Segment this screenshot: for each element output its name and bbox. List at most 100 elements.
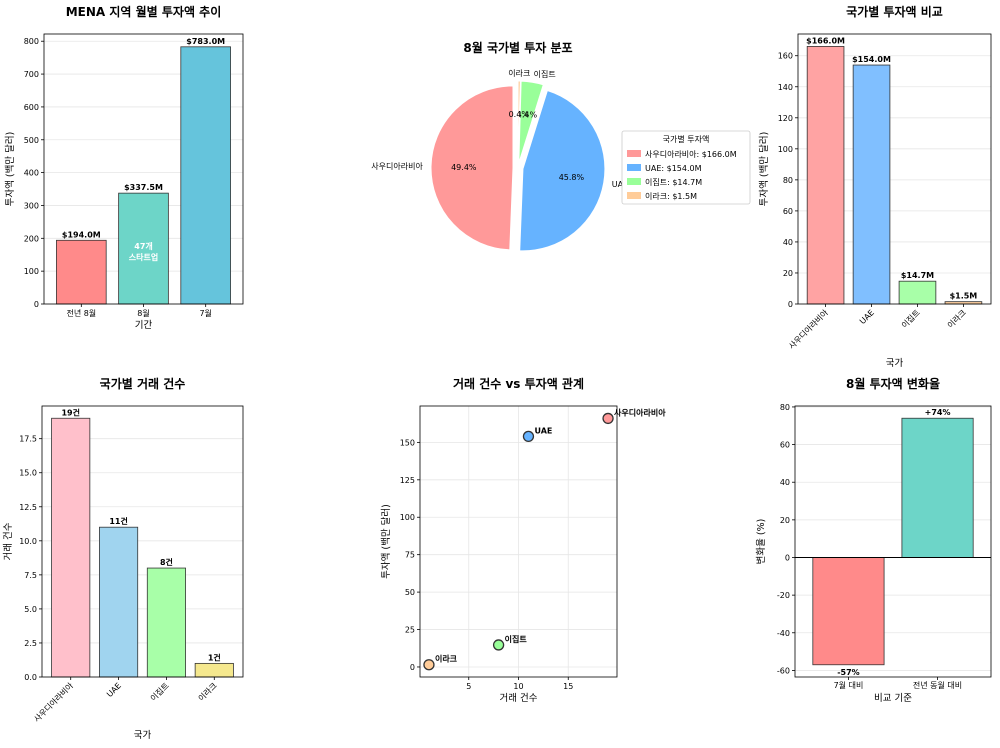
c6-ytick-label: -60 [777, 666, 790, 675]
c6-ytick-label: 0 [785, 553, 790, 562]
c1-ytick-label: 800 [24, 37, 39, 46]
c1-chart: 0 100 200 300 400 500 600 700 800 $194.0M 전년 8월 $33… [4, 4, 244, 331]
c5-point-label: UAE [534, 426, 552, 435]
c2-legend-box [621, 130, 751, 205]
c2-pct-label: 49.4% [451, 163, 477, 172]
c2-legend-swatch [627, 150, 641, 157]
c1-ytick-label: 700 [24, 70, 39, 79]
c4-ytick-label: 7.5 [24, 571, 37, 580]
c5-xtick-label: 10 [513, 682, 523, 691]
c5-ylabel: 투자액 (백만 달러) [380, 504, 392, 579]
c2-slice-label: UAE [612, 180, 628, 189]
c3-bar [806, 46, 845, 305]
c1-data-label: $783.0M [186, 37, 225, 46]
c3-title: 국가별 투자액 비교 [846, 4, 943, 19]
c3-ytick-label: 120 [778, 114, 793, 123]
c5-frame [419, 405, 618, 678]
c5-ytick-label: 100 [400, 513, 415, 522]
c2-slice-label: 이집트 [534, 69, 556, 79]
c6-ytick-label: -20 [777, 591, 790, 600]
c4-bar [194, 662, 234, 678]
c6-xlabel: 비교 기준 [874, 693, 912, 704]
c1-ytick-label: 0 [34, 300, 39, 309]
c5-ytick-label: 25 [405, 626, 415, 635]
c5-chart: 5 10 150255075100125150사우디아라비아UAE이집트이라크거래 … [380, 376, 666, 704]
c4-ytick-label: 17.5 [19, 435, 37, 444]
c1-bar [118, 192, 169, 305]
c4-xtick-label: UAE [105, 681, 123, 699]
c5-ytick-label: 50 [405, 588, 415, 597]
c2-slice-label: 이라크 [508, 68, 530, 78]
c4-xtick-label: 사우디아라비아 [32, 680, 76, 724]
c2-legend-entry: 사우디아라비아: $166.0M [645, 149, 737, 159]
c1-ytick-label: 400 [24, 169, 39, 178]
c5-point [522, 430, 535, 443]
c5-ytick-label: 75 [405, 551, 415, 560]
c1-title: MENA 지역 월별 투자액 추이 [66, 4, 222, 19]
c1-bar-annotation: 47개 [134, 241, 153, 251]
c1-ytick-label: 600 [24, 103, 39, 112]
c4-xtick-label: 이라크 [196, 680, 219, 703]
c4-data-label: 1건 [208, 652, 221, 662]
c6-data-label: +74% [925, 408, 951, 417]
c3-bar [898, 280, 937, 305]
c2-slice [517, 80, 521, 164]
c6-chart: -60 -40 -20 0 20 40 60 80 -57% 7월 대비 +74% 전년 동월 대비 8… [756, 376, 992, 704]
c6-ytick-label: 60 [780, 441, 790, 450]
c4-xtick-label: 이집트 [148, 680, 171, 703]
c6-frame [794, 405, 992, 678]
c2-slice-label: 사우디아라비아 [371, 161, 423, 171]
c4-ytick-label: 12.5 [19, 503, 37, 512]
c6-ylabel: 변화율 (%) [756, 519, 767, 565]
c1-ytick-label: 100 [24, 267, 39, 276]
c2-legend-swatch [627, 164, 641, 171]
c2-slice [518, 80, 544, 164]
c1-ylabel: 투자액 (백만 달러) [4, 132, 16, 207]
c3-data-label: $14.7M [901, 271, 934, 280]
c5-xlabel: 거래 건수 [500, 693, 538, 704]
c4-xlabel: 국가 [134, 730, 152, 741]
c3-ylabel: 투자액 (백만 달러) [758, 132, 770, 207]
c6-bar [812, 557, 885, 666]
c1-xlabel: 기간 [135, 320, 153, 331]
c3-ytick-label: 0 [788, 300, 793, 309]
c3-xlabel: 국가 [886, 358, 904, 369]
c3-data-label: $1.5M [950, 292, 978, 301]
c3-ytick-label: 40 [783, 238, 793, 247]
c5-point [602, 412, 614, 425]
c4-frame [41, 405, 244, 678]
c5-point [492, 639, 505, 651]
c1-data-label: $337.5M [124, 183, 163, 192]
c6-data-label: -57% [837, 668, 859, 677]
c5-xtick-label: 5 [466, 682, 471, 691]
c5-point [423, 659, 435, 671]
c3-ytick-label: 100 [778, 145, 793, 154]
c4-ytick-label: 2.5 [24, 639, 37, 648]
c3-ytick-label: 160 [778, 52, 793, 61]
c2-legend-swatch [627, 192, 641, 199]
c5-point-label: 이집트 [505, 634, 528, 644]
c6-ytick-label: 20 [780, 516, 790, 525]
c1-bar-annotation: 스타트업 [129, 252, 158, 262]
c4-title: 국가별 거래 건수 [100, 376, 186, 391]
c6-title: 8월 투자액 변화율 [846, 376, 940, 391]
c2-slice [519, 89, 606, 252]
c5-title: 거래 건수 vs 투자액 관계 [453, 376, 584, 391]
c3-ytick-label: 140 [778, 83, 793, 92]
c4-ylabel: 거래 건수 [3, 522, 14, 560]
c6-bar [901, 417, 974, 558]
c1-frame [43, 33, 244, 305]
c2-legend-swatch [627, 178, 641, 185]
c5-ytick-label: 125 [400, 476, 415, 485]
c3-ytick-label: 80 [783, 176, 793, 185]
c2-legend-title: 국가별 투자액 [663, 134, 710, 144]
c6-xtick-label: 전년 동월 대비 [913, 680, 962, 690]
c2-pct-label: 4.4% [517, 111, 538, 120]
c6-ytick-label: 80 [780, 403, 790, 412]
c5-point-label: 이라크 [435, 654, 458, 664]
c3-data-label: $166.0M [806, 36, 845, 45]
c1-bar [56, 239, 107, 305]
